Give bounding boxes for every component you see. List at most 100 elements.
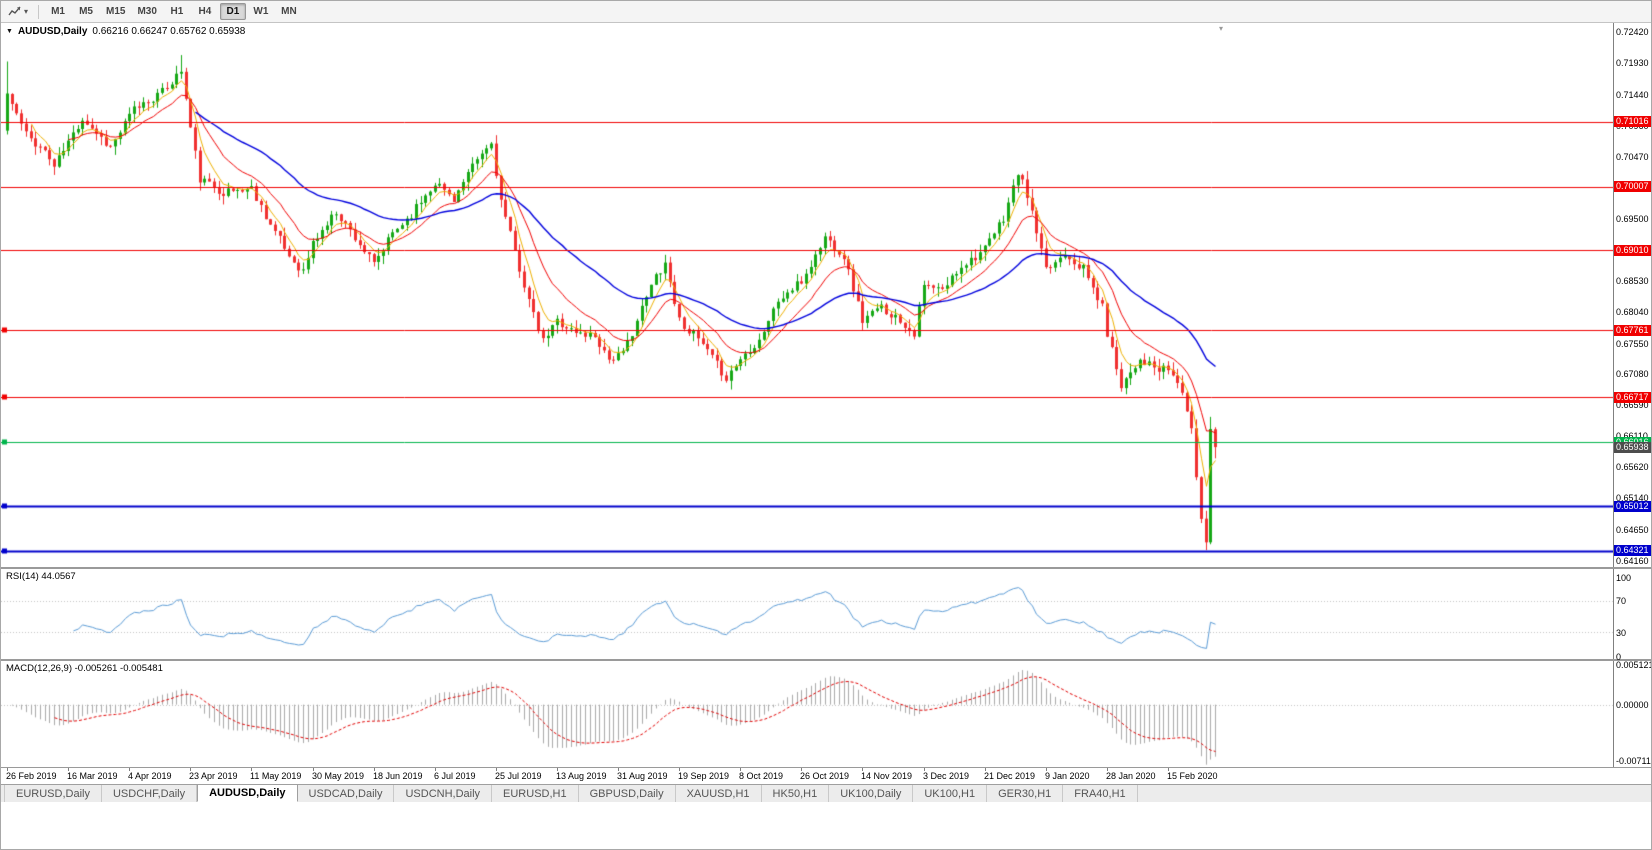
time-label: 26 Oct 2019: [800, 771, 850, 781]
macd-tick: 0.00000: [1616, 700, 1649, 711]
chart-tab-xauusd-h1[interactable]: XAUUSD,H1: [676, 785, 762, 802]
time-tick: [557, 768, 558, 771]
price-tick: 0.71440: [1616, 89, 1649, 100]
price-tick: 0.72420: [1616, 27, 1649, 38]
time-tick: [985, 768, 986, 771]
price-chart-panel[interactable]: ▼ AUDUSD,Daily 0.66216 0.66247 0.65762 0…: [1, 23, 1651, 567]
time-label: 19 Sep 2019: [678, 771, 730, 781]
timeframe-button-mn[interactable]: MN: [281, 6, 297, 17]
timeframe-button-d1[interactable]: D1: [219, 3, 246, 20]
price-level-badge: 0.64321: [1614, 545, 1651, 557]
time-tick: [435, 768, 436, 771]
macd-axis[interactable]: 0.005121 0.00000 -0.00711: [1613, 660, 1652, 767]
price-tick: 0.69500: [1616, 213, 1649, 224]
price-tick: 0.64650: [1616, 524, 1649, 535]
chart-tab-gbpusd-daily[interactable]: GBPUSD,Daily: [579, 785, 676, 802]
macd-tick: -0.00711: [1616, 755, 1651, 766]
macd-panel[interactable]: MACD(12,26,9) -0.005261 -0.005481 0.0051…: [1, 660, 1652, 767]
chart-tab-eurusd-daily[interactable]: EURUSD,Daily: [4, 785, 102, 802]
time-axis[interactable]: 26 Feb 2019 16 Mar 2019 4 Apr 2019 23 Apr 2…: [1, 768, 1651, 784]
panel-divider[interactable]: [1, 567, 1651, 569]
chart-tab-usdchf-daily[interactable]: USDCHF,Daily: [102, 785, 198, 802]
time-tick: [1046, 768, 1047, 771]
time-label: 8 Oct 2019: [739, 771, 784, 781]
time-tick: [801, 768, 802, 771]
time-tick: [129, 768, 130, 771]
rsi-tick: 70: [1616, 596, 1627, 607]
chart-shift-marker[interactable]: ▾: [1219, 24, 1224, 33]
time-tick: [251, 768, 252, 771]
price-level-badge: 0.71016: [1614, 116, 1651, 128]
time-label: 4 Apr 2019: [128, 771, 172, 781]
time-label: 14 Nov 2019: [861, 771, 913, 781]
time-label: 16 Mar 2019: [67, 771, 118, 781]
time-label: 18 Jun 2019: [373, 771, 423, 781]
price-tick: 0.67080: [1616, 368, 1649, 379]
panel-divider: [1, 767, 1651, 768]
price-axis[interactable]: 0.724200.719300.714400.709600.704700.699…: [1613, 23, 1651, 567]
price-tick: 0.66590: [1616, 400, 1649, 411]
time-label: 28 Jan 2020: [1106, 771, 1156, 781]
price-tick: 0.65620: [1616, 462, 1649, 473]
candlestick-chart-canvas[interactable]: [1, 23, 1615, 567]
chart-tab-uk100-daily[interactable]: UK100,Daily: [829, 785, 914, 802]
rsi-tick: 100: [1616, 572, 1632, 583]
rsi-tick: 0: [1616, 651, 1622, 662]
time-tick: [862, 768, 863, 771]
chart-tab-audusd-daily[interactable]: AUDUSD,Daily: [197, 784, 298, 802]
timeframe-button-m15[interactable]: M15: [106, 6, 126, 17]
chart-symbol-label: AUDUSD,Daily: [17, 26, 88, 37]
time-label: 6 Jul 2019: [434, 771, 476, 781]
rsi-panel[interactable]: RSI(14) 44.0567 100 70 30 0: [1, 569, 1651, 662]
price-tick: 0.66110: [1616, 431, 1648, 441]
price-level-badge: 0.67761: [1614, 324, 1651, 336]
price-level-badge: 0.65012: [1614, 500, 1651, 512]
timeframe-buttons: M1 M5 M15 M30 H1 H4 D1 W1 MN: [45, 3, 302, 20]
time-label: 30 May 2019: [312, 771, 365, 781]
time-tick: [496, 768, 497, 771]
chart-tab-ger30-h1[interactable]: GER30,H1: [987, 785, 1064, 802]
time-label: 31 Aug 2019: [617, 771, 668, 781]
time-tick: [1107, 768, 1108, 771]
time-label: 13 Aug 2019: [556, 771, 607, 781]
timeframe-button-w1[interactable]: W1: [253, 6, 269, 17]
toolbar-separator: [38, 4, 40, 19]
time-tick: [924, 768, 925, 771]
chart-tab-fra40-h1[interactable]: FRA40,H1: [1063, 785, 1138, 802]
time-tick: [68, 768, 69, 771]
macd-label: MACD(12,26,9) -0.005261 -0.005481: [6, 663, 163, 674]
time-tick: [374, 768, 375, 771]
timeframe-button-m5[interactable]: M5: [79, 6, 93, 17]
time-label: 23 Apr 2019: [189, 771, 238, 781]
chart-title: ▼ AUDUSD,Daily 0.66216 0.66247 0.65762 0…: [6, 26, 245, 37]
panel-divider[interactable]: [1, 659, 1651, 661]
timeframe-toolbar: ▾ M1 M5 M15 M30 H1 H4 D1 W1 MN: [1, 1, 1651, 23]
chart-tab-uk100-h1[interactable]: UK100,H1: [913, 785, 988, 802]
time-label: 3 Dec 2019: [923, 771, 970, 781]
chart-tab-usdcnh-daily[interactable]: USDCNH,Daily: [394, 785, 493, 802]
timeframe-button-h1[interactable]: H1: [170, 6, 184, 17]
rsi-axis[interactable]: 100 70 30 0: [1613, 569, 1651, 662]
time-label: 26 Feb 2019: [6, 771, 57, 781]
timeframe-button-m1[interactable]: M1: [51, 6, 65, 17]
time-tick: [618, 768, 619, 771]
chart-tabs: EURUSD,Daily USDCHF,Daily AUDUSD,Daily USDC…: [1, 784, 1651, 802]
chart-tab-eurusd-h1[interactable]: EURUSD,H1: [492, 785, 579, 802]
rsi-chart-canvas[interactable]: [1, 569, 1615, 659]
timeframe-button-m30[interactable]: M30: [137, 6, 157, 17]
chart-tab-usdcad-daily[interactable]: USDCAD,Daily: [298, 785, 395, 802]
time-tick: [740, 768, 741, 771]
macd-tick: 0.005121: [1616, 660, 1652, 671]
chart-tab-hk50-h1[interactable]: HK50,H1: [762, 785, 830, 802]
time-tick: [679, 768, 680, 771]
time-tick: [190, 768, 191, 771]
price-tick: 0.68040: [1616, 307, 1649, 318]
dropdown-arrow-icon[interactable]: ▾: [24, 7, 29, 16]
macd-chart-canvas[interactable]: [1, 661, 1615, 767]
time-label: 21 Dec 2019: [984, 771, 1036, 781]
time-tick: [313, 768, 314, 771]
timeframe-button-h4[interactable]: H4: [198, 6, 212, 17]
collapse-triangle-icon[interactable]: ▼: [6, 28, 13, 35]
chart-tool-icon[interactable]: [6, 4, 24, 20]
